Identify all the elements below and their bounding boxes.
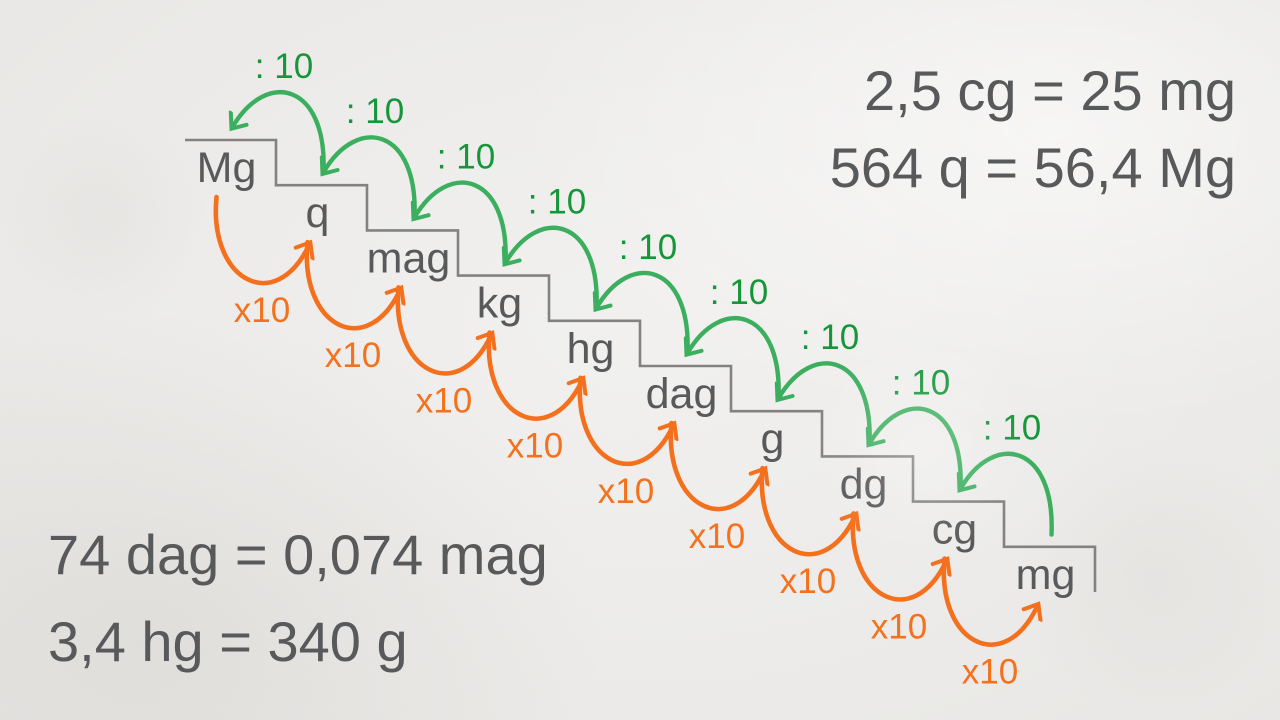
divide-arrow bbox=[779, 361, 872, 447]
unit-label-kg: kg bbox=[477, 280, 522, 328]
multiply-arrow bbox=[759, 465, 856, 557]
multiply-label: x10 bbox=[325, 336, 381, 375]
unit-label-q: q bbox=[306, 189, 330, 237]
divide-label: : 10 bbox=[892, 363, 950, 402]
multiply-arrow bbox=[850, 511, 947, 602]
unit-label-mag: mag bbox=[367, 234, 451, 282]
examples-bottom-left: 74 dag = 0,074 mag 3,4 hg = 340 g bbox=[48, 512, 548, 686]
unit-label-g: g bbox=[761, 415, 785, 463]
example-line-hg-g: 3,4 hg = 340 g bbox=[48, 609, 408, 673]
divide-arrow bbox=[233, 90, 326, 176]
multiply-label: x10 bbox=[780, 562, 836, 601]
divide-label: : 10 bbox=[801, 318, 859, 357]
multiply-label: x10 bbox=[871, 607, 927, 646]
examples-top-right: 2,5 cg = 25 mg 564 q = 56,4 Mg bbox=[830, 52, 1236, 207]
unit-label-mg: mg bbox=[1016, 551, 1076, 599]
divide-label: : 10 bbox=[346, 92, 404, 131]
unit-label-hg: hg bbox=[567, 325, 615, 373]
multiply-label: x10 bbox=[507, 427, 563, 466]
divide-arrow bbox=[870, 406, 963, 492]
example-line-dag-mag: 74 dag = 0,074 mag bbox=[48, 523, 548, 586]
multiply-label: x10 bbox=[962, 653, 1018, 692]
multiply-arrow bbox=[577, 375, 674, 467]
divide-label: : 10 bbox=[255, 47, 313, 86]
unit-label-cg: cg bbox=[932, 506, 977, 554]
divide-label: : 10 bbox=[437, 137, 495, 176]
divide-arrow bbox=[597, 270, 690, 356]
divide-label: : 10 bbox=[710, 273, 768, 312]
multiply-arrow bbox=[304, 239, 401, 331]
divide-arrow bbox=[688, 316, 781, 402]
multiply-label: x10 bbox=[598, 472, 654, 511]
staircase-line bbox=[185, 138, 1097, 592]
divide-arrow bbox=[506, 225, 599, 311]
multiply-label: x10 bbox=[689, 517, 745, 556]
multiply-label: x10 bbox=[234, 291, 290, 330]
multiply-arrow bbox=[213, 194, 310, 286]
unit-label-dg: dg bbox=[840, 460, 888, 508]
divide-label: : 10 bbox=[619, 228, 677, 267]
divide-label: : 10 bbox=[983, 409, 1041, 448]
multiply-arrow bbox=[941, 556, 1038, 647]
divide-label: : 10 bbox=[528, 183, 586, 222]
divide-arrow bbox=[324, 135, 417, 221]
example-line-cg-mg: 2,5 cg = 25 mg bbox=[863, 59, 1236, 122]
unit-label-Mg: Mg bbox=[197, 144, 257, 192]
multiply-arrow bbox=[395, 285, 492, 376]
example-line-q-mg: 564 q = 56,4 Mg bbox=[829, 136, 1236, 200]
divide-arrow bbox=[415, 180, 508, 266]
multiply-label: x10 bbox=[416, 381, 472, 420]
multiply-arrow bbox=[668, 420, 765, 512]
unit-label-dag: dag bbox=[646, 370, 718, 418]
divide-arrow bbox=[961, 451, 1054, 537]
multiply-arrow bbox=[486, 330, 583, 421]
